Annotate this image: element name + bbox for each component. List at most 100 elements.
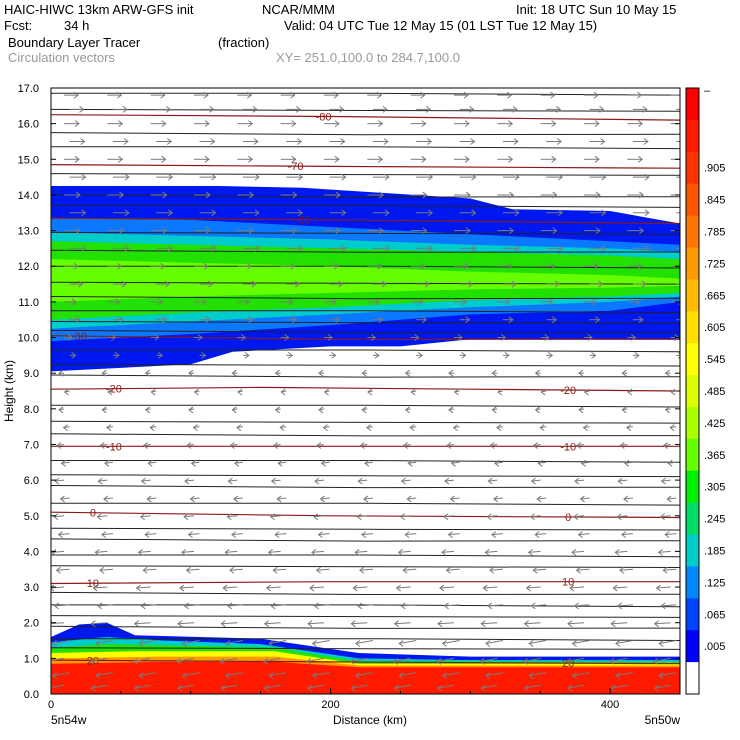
vector-head xyxy=(486,513,492,521)
theta-line xyxy=(51,194,680,198)
vector-head xyxy=(192,424,198,432)
vector-head xyxy=(75,227,81,234)
vector-shaft xyxy=(320,497,330,500)
vector-head xyxy=(78,280,84,288)
colorbar-label: .845 xyxy=(704,195,725,207)
vector-head xyxy=(185,566,191,574)
vector-head xyxy=(554,280,561,288)
vector-head xyxy=(188,369,194,377)
vector-head xyxy=(229,566,235,574)
vector-head xyxy=(489,566,495,574)
vector-shaft xyxy=(147,497,157,500)
vector-head xyxy=(132,657,138,665)
colorbar-label: .545 xyxy=(704,354,725,366)
vector-head xyxy=(97,477,103,485)
vector-head xyxy=(318,406,324,414)
vector-shaft xyxy=(394,622,411,625)
vector-head xyxy=(177,684,183,692)
theta-line xyxy=(51,591,680,596)
vector-head xyxy=(471,209,477,217)
vector-shaft xyxy=(264,684,281,689)
vector-head xyxy=(147,459,153,467)
vector-head xyxy=(539,424,545,432)
vector-shaft xyxy=(401,479,411,482)
vector-head xyxy=(614,549,620,556)
colorbar-swatch xyxy=(686,598,699,631)
vector-head xyxy=(53,513,59,521)
vector-shaft xyxy=(399,672,417,677)
vector-head xyxy=(208,280,214,288)
vector-shaft xyxy=(139,672,157,677)
vector-head xyxy=(90,620,96,628)
vector-head xyxy=(55,566,61,574)
vector-shaft xyxy=(143,568,157,571)
vector-shaft xyxy=(444,604,460,607)
vector-head xyxy=(244,351,250,359)
vector-shaft xyxy=(481,684,498,689)
vector-head xyxy=(591,351,597,359)
vector-head xyxy=(167,173,174,181)
vector-head xyxy=(297,245,304,252)
vector-head xyxy=(165,105,172,113)
vector-head xyxy=(505,298,511,306)
vector-shaft xyxy=(357,604,373,607)
vector-head xyxy=(58,369,64,377)
vector-shaft xyxy=(615,640,633,645)
vector-head xyxy=(339,105,345,113)
vector-shaft xyxy=(190,497,200,500)
vector-head xyxy=(644,209,650,217)
vector-head xyxy=(508,316,514,324)
vector-head xyxy=(643,138,649,145)
vector-head xyxy=(580,459,586,467)
vector-head xyxy=(464,120,470,128)
vector-head xyxy=(552,227,558,234)
field-units: (fraction) xyxy=(218,35,270,50)
vector-head xyxy=(487,602,493,610)
vector-head xyxy=(295,105,302,113)
vector-head xyxy=(160,91,166,99)
vector-head xyxy=(341,245,347,252)
vector-head xyxy=(530,602,536,610)
colorbar-swatch xyxy=(686,311,699,344)
vector-shaft xyxy=(663,568,677,571)
vector-shaft xyxy=(176,657,195,662)
vector-head xyxy=(443,513,449,521)
vector-head xyxy=(594,120,600,128)
colorbar-label: .425 xyxy=(704,418,725,430)
vector-head xyxy=(664,531,670,538)
vector-shaft xyxy=(183,515,195,518)
vector-head xyxy=(448,369,454,377)
vector-head xyxy=(73,262,79,270)
vector-head xyxy=(272,566,278,574)
theta-line xyxy=(51,615,680,618)
vector-head xyxy=(252,105,258,113)
vector-head xyxy=(306,657,312,665)
y-tick-label: 16.0 xyxy=(18,119,39,131)
vector-shaft xyxy=(309,586,325,589)
colorbar-label: .725 xyxy=(704,258,725,270)
vector-shaft xyxy=(278,461,287,464)
vector-head xyxy=(51,584,55,592)
vector-head xyxy=(384,209,390,217)
vector-shaft xyxy=(188,533,200,536)
vector-shaft xyxy=(357,515,368,518)
vector-head xyxy=(184,477,190,485)
colorbar-label: .245 xyxy=(704,514,725,526)
isotherm-label: 0 xyxy=(90,508,96,520)
vector-head xyxy=(355,640,361,647)
vector-head xyxy=(227,477,233,485)
vector-head xyxy=(509,191,515,199)
vector-shaft xyxy=(480,657,498,662)
vector-head xyxy=(262,657,268,665)
plot-frame xyxy=(50,87,681,695)
vector-head xyxy=(58,406,64,414)
vector-shaft xyxy=(576,568,590,571)
vector-head xyxy=(582,424,588,432)
vector-shaft xyxy=(407,497,417,500)
vector-head xyxy=(569,584,575,592)
vector-head xyxy=(579,495,585,503)
vector-head xyxy=(101,531,107,538)
vector-head xyxy=(659,513,665,521)
colorbar-swatch xyxy=(686,215,699,248)
vector-shaft xyxy=(573,515,585,518)
